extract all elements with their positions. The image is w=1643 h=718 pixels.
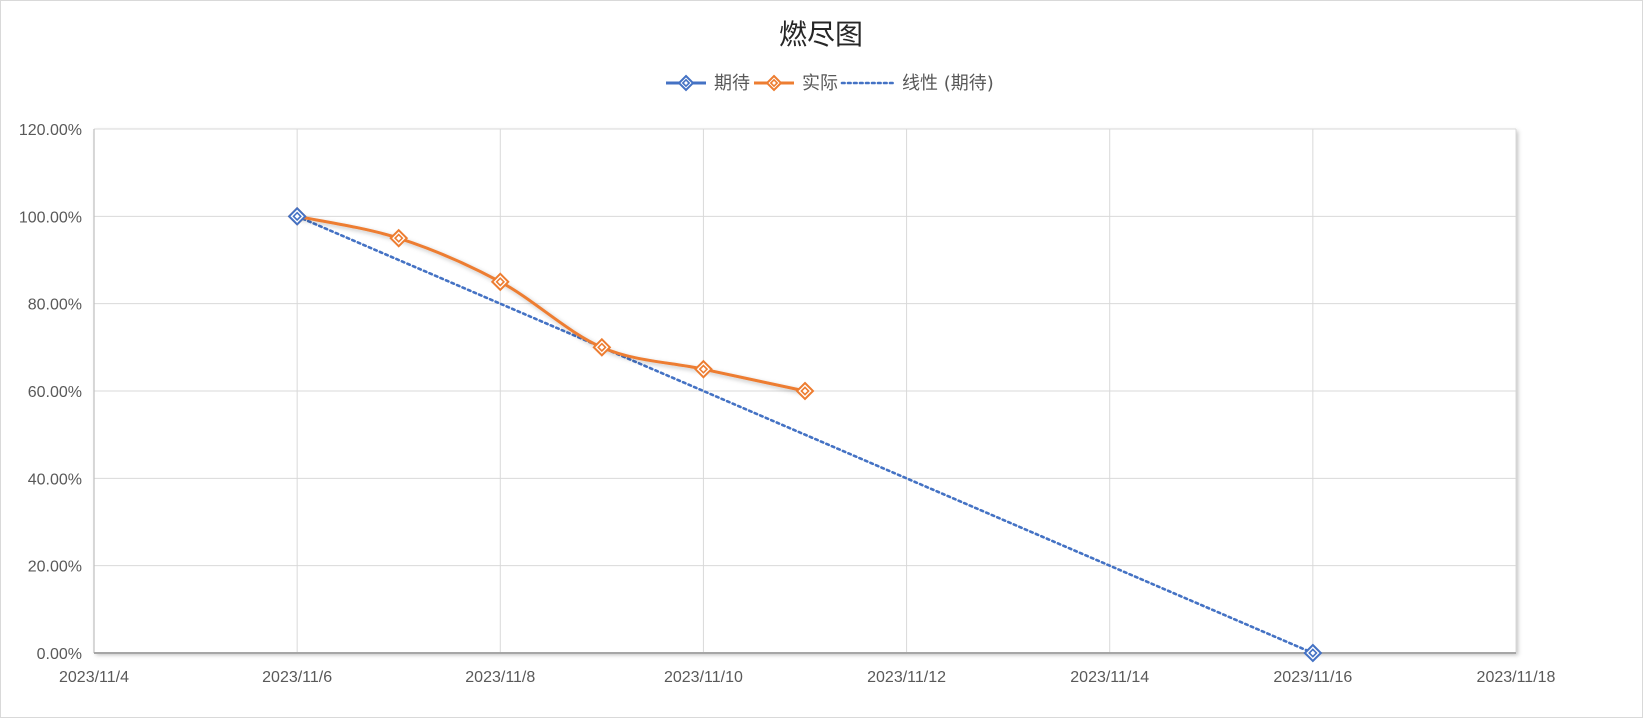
data-point (389, 228, 409, 248)
y-tick-label: 20.00% (28, 559, 82, 576)
y-tick-label: 40.00% (28, 471, 82, 488)
data-point (694, 359, 713, 379)
legend-swatch-marker-inner (681, 78, 691, 88)
legend: 期待 实际 线性 (期待) (666, 73, 994, 94)
x-tick-label: 2023/11/12 (867, 669, 946, 686)
data-point (490, 272, 510, 292)
chart-title: 燃尽图 (779, 18, 863, 51)
legend-swatch-marker (677, 74, 695, 92)
x-tick-label: 2023/11/4 (59, 669, 129, 686)
legend-item: 线性 (期待) (840, 73, 994, 94)
legend-item: 期待 (666, 73, 750, 94)
y-tick-label: 0.00% (37, 646, 82, 663)
data-point-inner (597, 342, 607, 353)
data-point (1303, 643, 1323, 663)
legend-label: 线性 (期待) (902, 73, 994, 94)
y-tick-label: 120.00% (19, 122, 82, 139)
y-tick-label: 60.00% (28, 384, 82, 401)
data-point-inner (698, 364, 709, 374)
trendline (295, 215, 1315, 655)
y-tick-label: 100.00% (19, 209, 82, 226)
legend-swatch-marker-inner (769, 78, 779, 88)
x-tick-label: 2023/11/16 (1273, 669, 1352, 686)
data-point-inner (495, 277, 506, 287)
data-point-inner (393, 233, 404, 243)
x-tick-label: 2023/11/6 (262, 669, 332, 686)
data-point (795, 381, 815, 401)
x-tick-label: 2023/11/14 (1070, 669, 1149, 686)
x-tick-label: 2023/11/18 (1477, 669, 1556, 686)
data-point (592, 337, 612, 357)
series-line-1 (296, 214, 806, 393)
y-tick-label: 80.00% (28, 297, 82, 314)
plot-area: 0.00% 20.00% 40.00% 60.00% 80.00% 100.00% 120.… (19, 122, 1556, 686)
legend-item: 实际 (754, 73, 838, 94)
x-tick-label: 2023/11/10 (664, 669, 743, 686)
legend-swatch-marker (765, 74, 783, 92)
data-point-inner (800, 386, 810, 396)
data-point-inner (1308, 648, 1318, 658)
legend-label: 期待 (714, 73, 750, 94)
data-point (287, 206, 307, 226)
x-tick-label: 2023/11/8 (465, 669, 535, 686)
legend-label: 实际 (802, 73, 838, 94)
data-point-inner (292, 211, 302, 222)
